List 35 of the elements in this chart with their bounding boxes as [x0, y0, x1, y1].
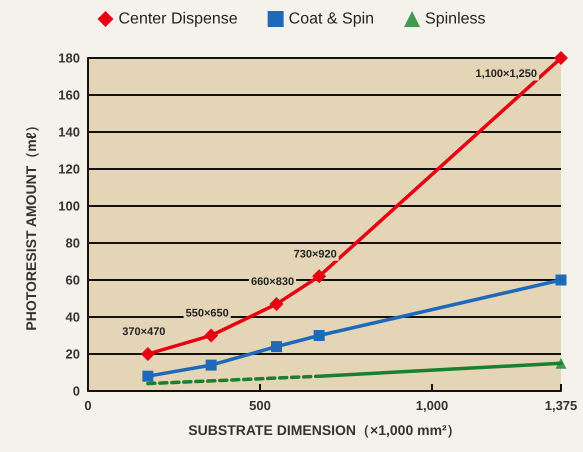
point: [142, 370, 154, 382]
y-tick-label: 120: [58, 162, 80, 176]
y-tick-label: 160: [58, 88, 80, 102]
point: [314, 330, 325, 341]
y-tick-label: 140: [58, 124, 80, 140]
x-axis-title: SUBSTRATE DIMENSION（×1,000 mm²）: [188, 422, 461, 438]
legend-label: Coat & Spin: [288, 10, 374, 28]
y-tick-label: 20: [66, 346, 80, 362]
point: [204, 328, 218, 342]
x-tick-label: 500: [249, 398, 271, 413]
legend-label: Spinless: [425, 10, 486, 28]
legend-label: Center Dispense: [118, 10, 238, 28]
y-tick-label: 80: [66, 236, 80, 250]
y-tick-label: 100: [58, 198, 80, 214]
annotation: 730×920: [294, 248, 337, 260]
point: [556, 358, 566, 369]
point: [270, 297, 284, 312]
x-tick-label: 0: [84, 398, 92, 413]
point: [556, 274, 566, 286]
point: [554, 51, 568, 65]
annotation: 370×470: [122, 326, 166, 338]
y-axis-title: PHOTORESIST AMOUNT（mℓ）: [23, 118, 39, 331]
y-tick-label: 40: [66, 310, 80, 324]
x-tick-label: 1,000: [416, 398, 448, 413]
annotation: 550×650: [186, 308, 229, 320]
y-tick-label: 60: [66, 272, 80, 288]
point: [312, 269, 326, 284]
point: [140, 347, 155, 361]
x-tick-label: 1,375: [544, 398, 578, 413]
point: [271, 341, 282, 352]
y-tick-label: 0: [72, 384, 80, 398]
y-tick-label: 180: [58, 50, 80, 66]
point: [206, 360, 217, 371]
annotation: 660×830: [250, 276, 294, 288]
annotation: 1,100×1,250: [476, 68, 537, 80]
